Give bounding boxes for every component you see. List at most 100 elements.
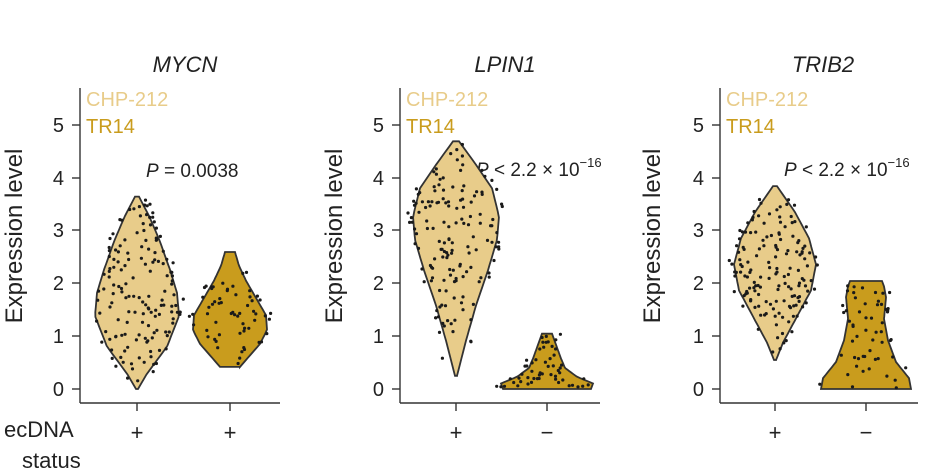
data-point	[480, 168, 484, 172]
data-point	[165, 334, 169, 338]
data-point	[157, 348, 162, 352]
x-axis-label-ecdna: ecDNA	[4, 417, 74, 442]
data-point	[742, 247, 746, 251]
data-point	[442, 220, 446, 224]
data-point	[738, 228, 742, 233]
data-point	[480, 190, 484, 194]
data-point	[560, 363, 564, 367]
data-point	[137, 356, 141, 360]
data-point	[461, 163, 465, 167]
data-point	[428, 204, 432, 208]
data-point	[805, 264, 810, 268]
data-point	[525, 364, 529, 368]
data-point	[808, 251, 812, 255]
data-point	[433, 189, 437, 193]
data-point	[534, 358, 538, 362]
data-point	[248, 289, 252, 293]
data-point	[855, 364, 859, 368]
data-point	[790, 221, 794, 225]
data-point	[786, 249, 790, 253]
y-tick-label: 3	[693, 220, 704, 242]
data-point	[781, 315, 785, 319]
data-point	[102, 287, 106, 291]
data-point	[732, 290, 736, 294]
data-point	[879, 330, 883, 334]
data-point	[800, 250, 804, 254]
data-point	[876, 357, 880, 361]
p-value-exponent: −16	[888, 155, 910, 170]
data-point	[856, 357, 861, 361]
data-point	[448, 273, 453, 277]
data-point	[543, 360, 548, 364]
data-point	[437, 330, 442, 334]
data-point	[797, 295, 802, 299]
data-point	[241, 271, 245, 275]
data-point	[149, 355, 153, 359]
data-point	[116, 318, 120, 322]
data-point	[458, 264, 462, 268]
data-point	[201, 295, 205, 299]
data-point	[537, 376, 541, 381]
data-point	[432, 185, 436, 189]
y-tick-label: 0	[693, 379, 704, 401]
data-point	[408, 220, 412, 224]
data-point	[742, 294, 746, 298]
data-point	[759, 313, 763, 317]
data-point	[525, 358, 529, 362]
data-point	[123, 238, 127, 242]
data-point	[487, 275, 491, 279]
data-point	[138, 214, 142, 218]
data-point	[119, 355, 123, 359]
data-point	[206, 335, 210, 339]
data-point	[139, 256, 143, 260]
data-point	[148, 269, 152, 273]
data-point	[144, 303, 148, 307]
data-point	[880, 340, 884, 344]
data-point	[544, 334, 548, 338]
data-point	[753, 305, 757, 309]
data-point	[783, 281, 787, 285]
panel-mycn: MYCN Expression level 0 1 2 3 4 5 CHP-21…	[1, 52, 280, 445]
data-point	[497, 240, 501, 244]
data-point	[526, 382, 530, 386]
data-point	[806, 289, 810, 293]
data-point	[778, 205, 782, 209]
data-point	[438, 305, 442, 309]
data-point	[552, 353, 556, 357]
data-point	[170, 282, 174, 286]
data-point	[437, 239, 441, 243]
data-point	[254, 312, 258, 316]
data-point	[455, 206, 459, 210]
data-point	[758, 285, 763, 289]
data-point	[108, 305, 112, 309]
data-point	[429, 279, 433, 283]
data-point	[554, 338, 558, 342]
data-point	[447, 225, 451, 229]
data-point	[164, 330, 168, 334]
data-point	[876, 299, 881, 303]
data-point	[749, 268, 753, 272]
data-point	[132, 207, 136, 211]
data-point	[436, 315, 441, 319]
data-point	[148, 215, 152, 219]
data-point	[148, 223, 153, 227]
data-point	[746, 221, 750, 225]
data-point	[852, 285, 856, 289]
data-point	[129, 362, 134, 366]
data-point	[444, 289, 448, 293]
data-point	[857, 310, 862, 314]
data-point	[763, 313, 767, 317]
data-point	[784, 339, 788, 343]
data-point	[471, 235, 475, 239]
data-point	[789, 214, 793, 219]
data-point	[753, 289, 757, 293]
data-point	[767, 212, 772, 216]
data-point	[123, 349, 127, 353]
data-point	[413, 242, 417, 246]
data-point	[874, 330, 878, 334]
data-point	[409, 216, 413, 220]
data-point	[778, 215, 782, 219]
data-point	[114, 364, 118, 368]
y-axis-label: Expression level	[321, 149, 348, 324]
data-point	[762, 244, 766, 248]
